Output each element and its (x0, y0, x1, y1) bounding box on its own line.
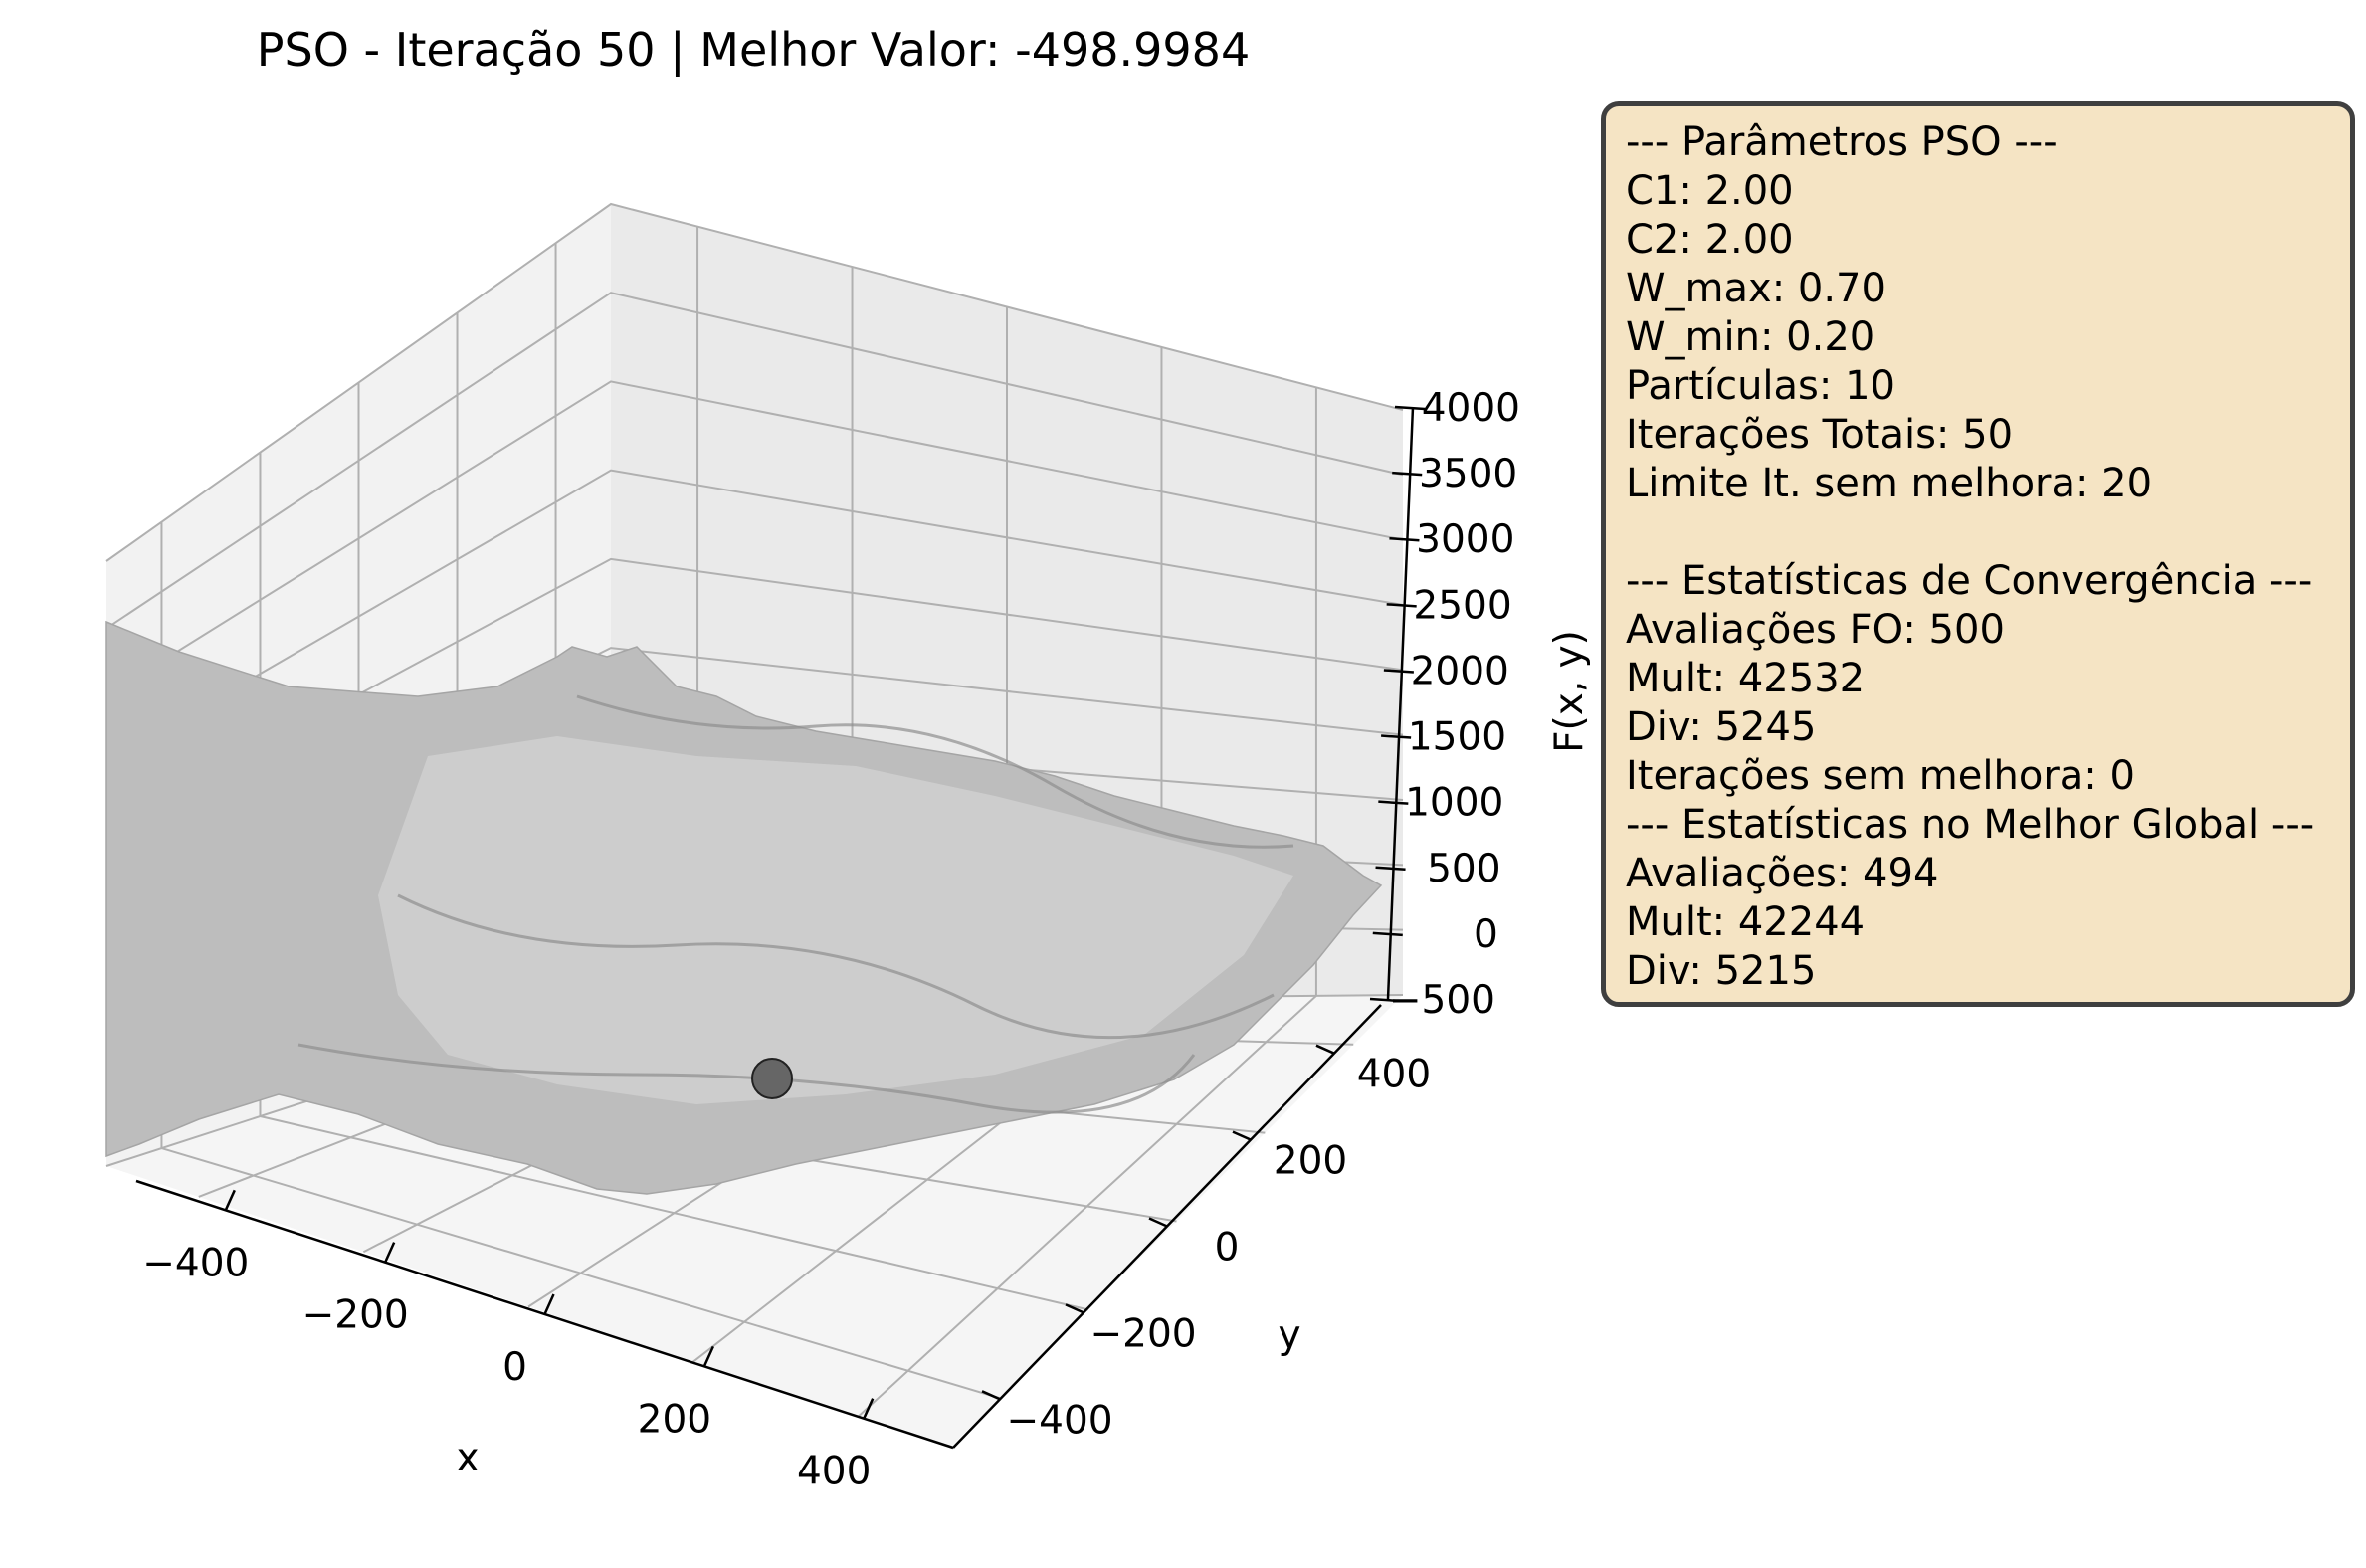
info-line: --- Estatísticas de Convergência --- (1626, 558, 2313, 604)
pso-parameters-box: --- Parâmetros PSO --- C1: 2.00 C2: 2.00 W_… (1601, 101, 2355, 1007)
z-tick-mark (1381, 734, 1412, 739)
x-tick-mark (863, 1398, 875, 1420)
y-tick-mark (1065, 1303, 1084, 1314)
z-tick-mark (1386, 603, 1417, 608)
info-line: Limite It. sem melhora: 20 (1626, 461, 2153, 506)
info-line: Div: 5215 (1626, 948, 1817, 994)
z-tick-mark (1383, 669, 1414, 674)
info-line: Avaliações: 494 (1626, 851, 1939, 896)
info-line: Mult: 42244 (1626, 899, 1866, 945)
x-tick-mark (384, 1242, 396, 1264)
info-line: W_min: 0.20 (1626, 314, 1875, 360)
z-tick-mark (1369, 997, 1401, 1003)
z-gridline (105, 380, 1404, 696)
z-tick-label: 0 (1474, 912, 1498, 957)
info-line: Iterações Totais: 50 (1626, 412, 2014, 458)
z-gridline (105, 469, 1404, 764)
z-tick-label: 1500 (1408, 715, 1506, 760)
z-tick-mark (1375, 866, 1406, 872)
chart-title: PSO - Iteração 50 | Melhor Valor: -498.9… (257, 23, 1250, 78)
y-gridline (260, 1115, 1088, 1311)
info-line (1626, 508, 2334, 557)
info-line: Avaliações FO: 500 (1626, 607, 2005, 653)
info-line: Iterações sem melhora: 0 (1626, 753, 2135, 799)
z-tick-label: 3000 (1416, 517, 1514, 562)
surface-highlight (378, 736, 1293, 1104)
z-tick-label: 3500 (1419, 452, 1517, 496)
z-tick-mark (1378, 800, 1409, 805)
y-tick-label: 400 (1357, 1053, 1431, 1097)
info-line: W_max: 0.70 (1626, 266, 1886, 311)
info-line: --- Estatísticas no Melhor Global --- (1626, 802, 2315, 848)
info-line: C1: 2.00 (1626, 168, 1794, 214)
x-tick-label: 400 (797, 1450, 871, 1494)
z-ticks: −500 0 500 1000 1500 2000 2500 3000 3500 4000 (1369, 386, 1520, 1023)
x-tick-label: 0 (502, 1345, 527, 1390)
z-tick-mark (1392, 471, 1423, 477)
x-tick-label: −200 (302, 1293, 409, 1338)
best-particle-marker (751, 1058, 793, 1099)
z-tick-label: 1000 (1405, 781, 1503, 826)
y-axis-label: y (1278, 1313, 1300, 1358)
info-line: Mult: 42532 (1626, 656, 1866, 701)
x-tick-mark (224, 1189, 236, 1211)
y-tick-mark (1315, 1044, 1335, 1055)
x-axis-label: x (456, 1436, 479, 1480)
x-tick-label: −400 (142, 1241, 249, 1285)
y-tick-label: −400 (1006, 1398, 1112, 1443)
y-tick-label: −200 (1089, 1311, 1196, 1356)
y-tick-mark (981, 1390, 1001, 1401)
y-tick-mark (1232, 1130, 1252, 1141)
z-tick-mark (1372, 931, 1403, 937)
x-tick-mark (543, 1293, 555, 1315)
z-tick-label: 2000 (1411, 649, 1509, 693)
z-axis-label: F(x, y) (1547, 630, 1592, 753)
z-tick-mark (1394, 405, 1426, 411)
x-tick-label: 200 (638, 1397, 711, 1442)
x-tick-mark (702, 1345, 714, 1367)
z-tick-label: −500 (1389, 978, 1495, 1023)
pso-3d-plot: PSO - Iteração 50 | Melhor Valor: -498.9… (105, 23, 1592, 1494)
info-line: C2: 2.00 (1626, 217, 1794, 263)
z-tick-label: 500 (1427, 847, 1500, 891)
y-tick-mark (1148, 1217, 1168, 1228)
z-axis-line (1386, 406, 1415, 1000)
info-line: Div: 5245 (1626, 704, 1817, 750)
y-gridline (161, 1147, 1001, 1400)
info-line: Partículas: 10 (1626, 363, 1895, 409)
z-gridline (105, 202, 1404, 562)
z-tick-label: 2500 (1413, 583, 1511, 628)
y-tick-label: 200 (1274, 1139, 1347, 1184)
y-tick-label: 0 (1215, 1226, 1240, 1271)
x-ticks: −400 −200 0 200 400 (142, 1189, 875, 1494)
info-line: --- Parâmetros PSO --- (1626, 119, 2058, 165)
z-tick-mark (1389, 536, 1420, 542)
z-gridline (105, 292, 1404, 630)
z-tick-label: 4000 (1422, 386, 1520, 431)
